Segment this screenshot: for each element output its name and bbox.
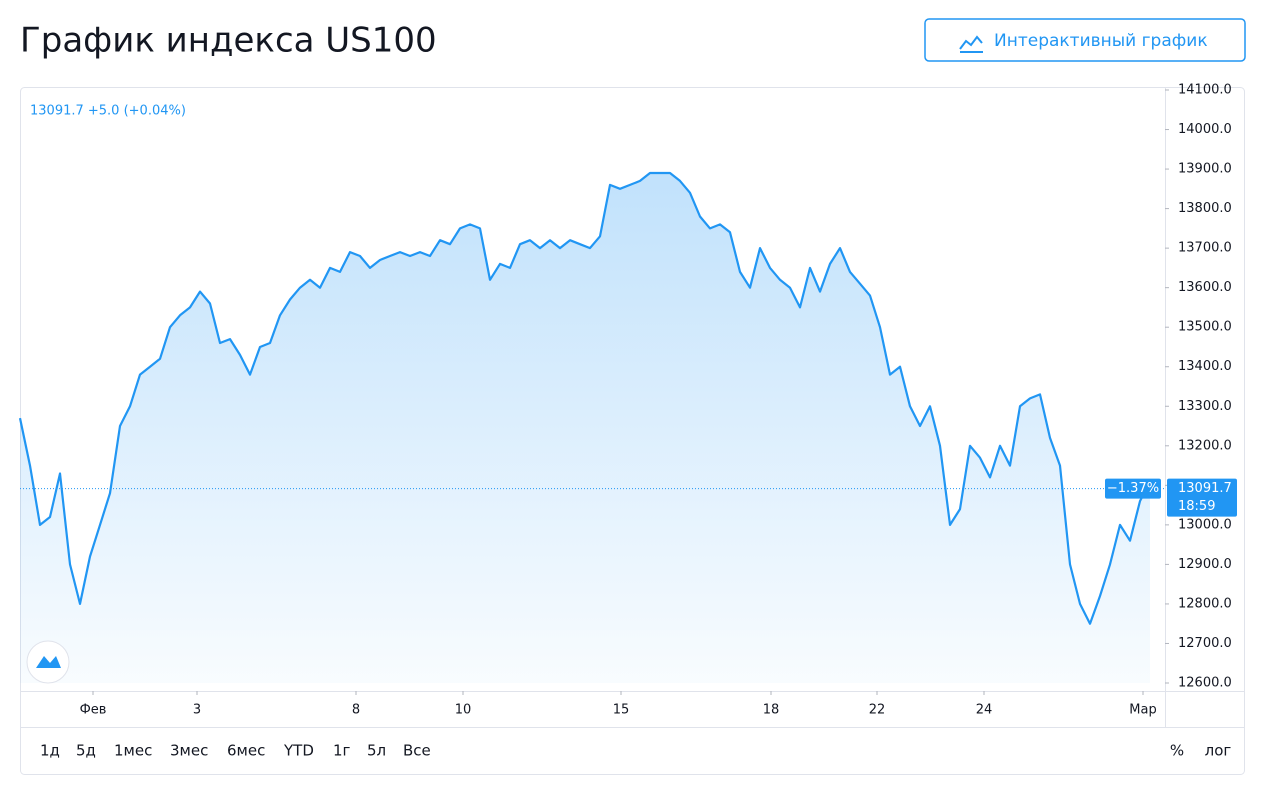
- y-tick-label: 13000.0: [1178, 517, 1232, 532]
- y-tick-label: 12900.0: [1178, 557, 1232, 572]
- price-line: [18, 171, 1151, 625]
- legend: 13091.7 +5.0 (+0.04%): [30, 104, 186, 119]
- y-tick-label: 13800.0: [1178, 201, 1232, 216]
- x-tick-label: Мар: [1129, 703, 1156, 718]
- range-button[interactable]: 1д: [40, 742, 60, 760]
- range-button[interactable]: Все: [403, 742, 431, 760]
- interactive-button[interactable]: Интерактивный график: [924, 18, 1246, 62]
- range-button[interactable]: 1мес: [114, 742, 152, 760]
- scale-option[interactable]: %: [1170, 742, 1184, 760]
- range-button[interactable]: 3мес: [170, 742, 208, 760]
- x-tick-label: 18: [763, 703, 780, 718]
- button-icon: [959, 35, 983, 53]
- time-tag: 18:59: [1178, 499, 1215, 514]
- x-tick-label: 15: [613, 703, 630, 718]
- range-button[interactable]: 5л: [367, 742, 386, 760]
- area: [20, 173, 1150, 683]
- price-tag: 13091.7: [1178, 481, 1232, 496]
- range-button[interactable]: 5д: [76, 742, 96, 760]
- change-tag-bg: [1105, 478, 1161, 499]
- y-tick-label: 12800.0: [1178, 596, 1232, 611]
- x-tick-label: 10: [455, 703, 472, 718]
- price-tag-bg: [1167, 478, 1237, 517]
- plot: [18, 171, 1151, 683]
- y-tick-label: 13600.0: [1178, 280, 1232, 295]
- x-tick-label: Фев: [80, 703, 107, 718]
- y-tick-label: 14100.0: [1178, 83, 1232, 98]
- x-tick-label: 24: [976, 703, 993, 718]
- y-tick-label: 13700.0: [1178, 241, 1232, 256]
- x-tick-label: 22: [869, 703, 886, 718]
- y-tick-label: 14000.0: [1178, 122, 1232, 137]
- button-frame[interactable]: [924, 18, 1246, 62]
- y-tick-label: 13500.0: [1178, 320, 1232, 335]
- y-tick-label: 13900.0: [1178, 162, 1232, 177]
- button-label[interactable]: Интерактивный график: [994, 31, 1208, 51]
- change-tag: −1.37%: [1107, 481, 1159, 496]
- x-tick-label: 8: [352, 703, 360, 718]
- x-tick-label: 3: [193, 703, 201, 718]
- y-tick-label: 13200.0: [1178, 438, 1232, 453]
- logo-shape: [36, 656, 61, 668]
- y-tick-label: 12700.0: [1178, 636, 1232, 651]
- y-tick-label: 13300.0: [1178, 399, 1232, 414]
- logo: [26, 640, 70, 684]
- range-button[interactable]: 1г: [333, 742, 351, 760]
- scale-option[interactable]: лог: [1205, 742, 1232, 760]
- range-button[interactable]: YTD: [283, 742, 314, 760]
- y-tick-label: 12600.0: [1178, 676, 1232, 691]
- range-button[interactable]: 6мес: [227, 742, 265, 760]
- page-title: График индекса US100: [20, 21, 437, 61]
- y-tick-label: 13400.0: [1178, 359, 1232, 374]
